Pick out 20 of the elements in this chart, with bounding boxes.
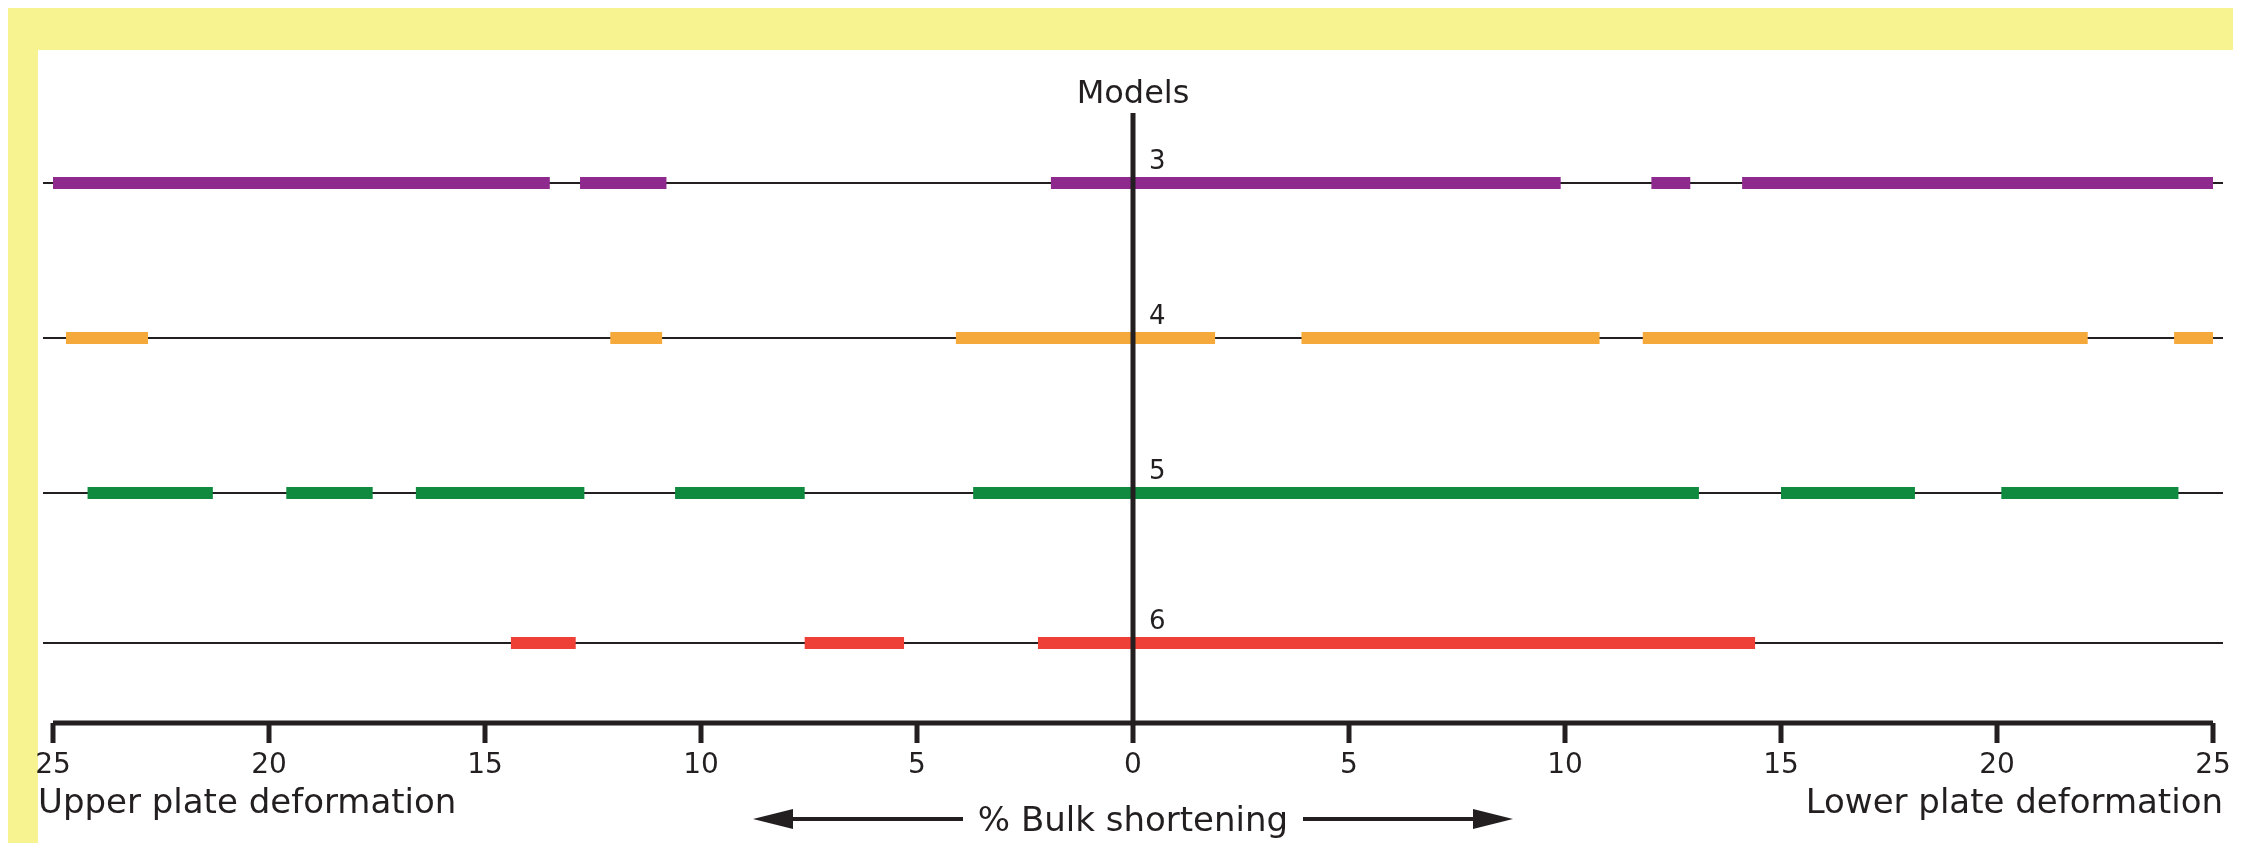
x-tick-label: 5 [1340,747,1358,780]
x-tick-label: 5 [908,747,926,780]
x-tick-label: 15 [467,747,503,780]
x-tick-label: 10 [1547,747,1583,780]
x-tick-label: 20 [251,747,287,780]
x-tick-label: 25 [2195,747,2231,780]
y-tick-label: 6 [1149,605,1166,635]
text: Lower plate deformation [1805,781,2223,821]
y-tick-label: 5 [1149,455,1166,485]
text: Upper plate deformation [38,781,457,821]
y-tick-label: 4 [1149,300,1166,330]
x-tick-label: 25 [35,747,71,780]
x-axis-title: % Bulk shortening [977,799,1289,839]
y-axis-title: Models [1076,73,1190,111]
y-tick-label: 3 [1149,145,1166,175]
bar [2001,487,2179,499]
x-tick-label: 0 [1124,747,1142,780]
x-tick-label: 20 [1979,747,2015,780]
x-tick-label: 10 [683,747,719,780]
x-tick-label: 15 [1763,747,1799,780]
